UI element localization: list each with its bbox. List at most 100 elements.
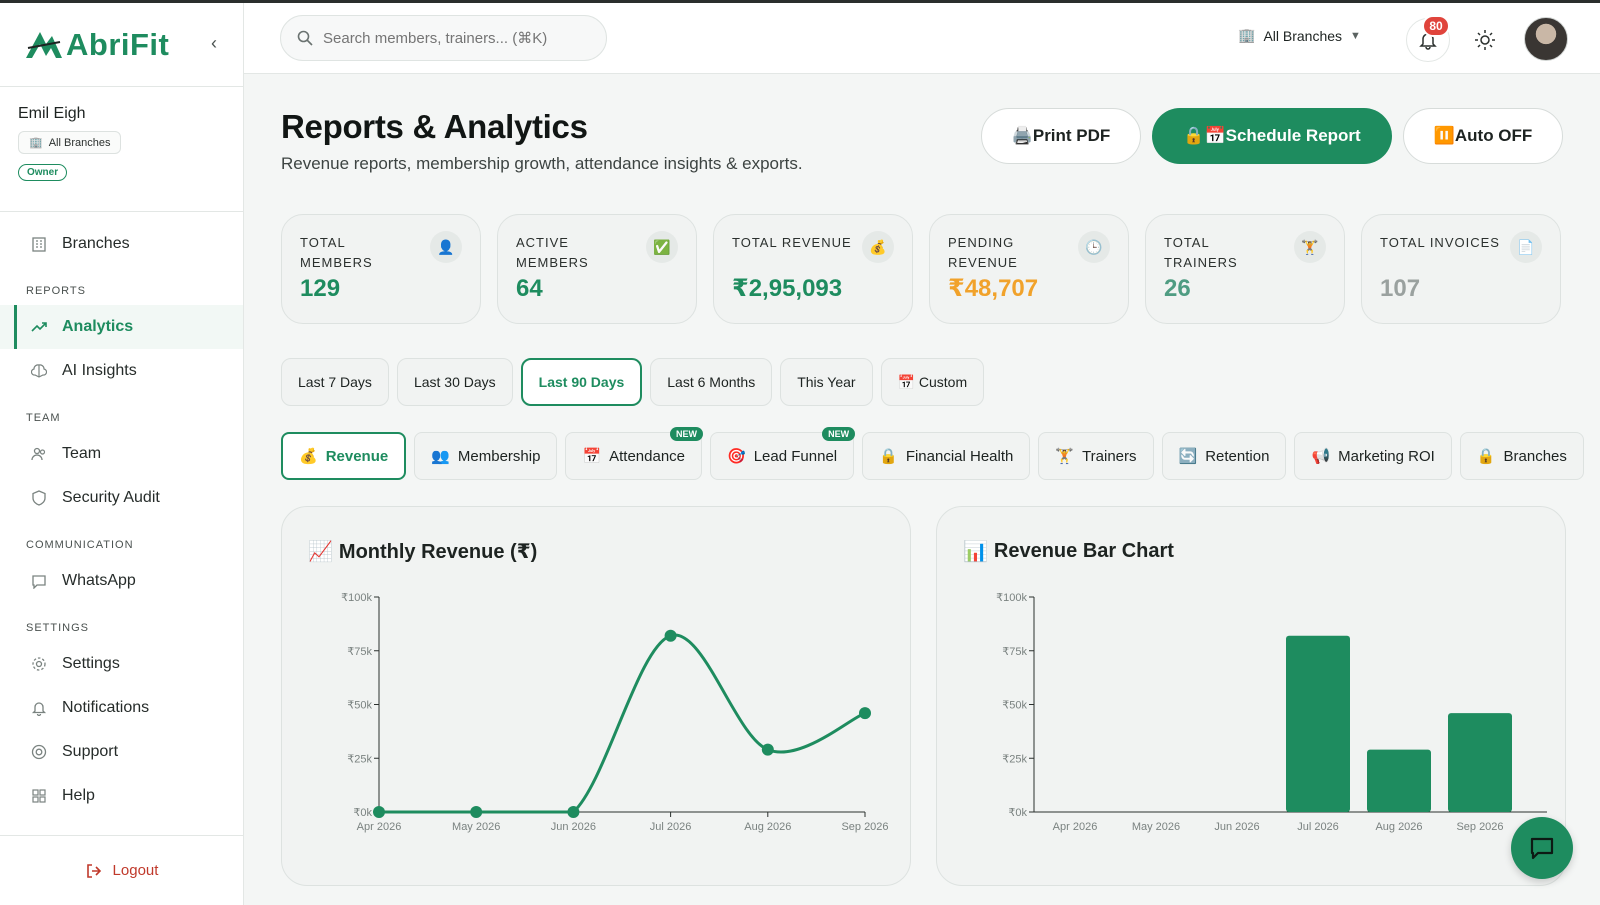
stat-label: TOTAL REVENUE [732,235,852,250]
tab-icon: 🏋️ [1055,448,1075,465]
stat-card-total-members[interactable]: TOTAL MEMBERS 👤 129 [281,214,481,324]
x-tick-label: Apr 2026 [1053,821,1098,833]
sidebar-item-whatsapp[interactable]: WhatsApp [0,559,243,603]
tab-trainers[interactable]: 🏋️ Trainers [1038,432,1154,480]
data-point[interactable] [567,806,580,818]
tab-lead-funnel[interactable]: 🎯 Lead Funnel NEW [710,427,856,480]
sun-icon [1475,30,1495,50]
x-tick-label: Jun 2026 [1214,821,1259,833]
stat-card-total-trainers[interactable]: TOTAL TRAINERS 🏋️ 26 [1145,214,1345,324]
tab-label: Lead Funnel [753,447,838,465]
sidebar-item-analytics[interactable]: Analytics [0,305,243,349]
grid-icon [30,787,48,805]
chat-button[interactable] [1511,817,1573,879]
y-tick-label: ₹50k [347,700,372,712]
sidebar-item-label: Notifications [62,699,150,716]
tab-marketing-roi[interactable]: 📢 Marketing ROI [1294,432,1452,480]
user-name: Emil Eigh [18,105,86,122]
range-last-7-days[interactable]: Last 7 Days [281,358,389,406]
sidebar: AbriFit ‹ Emil Eigh 🏢 All Branches Owner… [0,3,244,905]
stat-icon: 👤 [430,231,462,263]
sidebar-item-team[interactable]: Team [0,432,243,476]
date-range-filters: Last 7 Days Last 30 Days Last 90 Days Last … [281,358,985,406]
brand[interactable]: AbriFit ‹ [0,3,243,87]
tab-branches[interactable]: 🔒 Branches [1459,432,1584,480]
stat-value: 129 [300,275,341,302]
data-point[interactable] [664,629,677,642]
tab-revenue[interactable]: 💰 Revenue [281,432,407,480]
revenue-bar[interactable] [1286,635,1350,812]
stat-cards: TOTAL MEMBERS 👤 129 ACTIVE MEMBERS ✅ 64 TOTAL … [281,214,1561,324]
user-branch-chip[interactable]: 🏢 All Branches [18,131,122,154]
schedule-report-button[interactable]: 🔒📅Schedule Report [1152,108,1392,164]
tab-attendance[interactable]: 📅 Attendance NEW [565,427,704,480]
stat-card-pending-revenue[interactable]: PENDING REVENUE 🕒 ₹48,707 [929,214,1129,324]
data-point[interactable] [859,707,871,720]
branch-selector-label: All Branches [1263,27,1343,44]
nav-section-reports: REPORTS [26,285,86,297]
tab-label: Trainers [1082,447,1137,465]
page-title: Reports & Analytics [281,108,588,145]
sidebar-item-label: Branches [62,235,130,252]
sidebar-item-label: AI Insights [62,362,137,379]
tab-label: Membership [457,447,541,465]
stat-icon: 🕒 [1078,231,1110,263]
collapse-sidebar-icon[interactable]: ‹ [211,33,217,53]
stat-card-total-invoices[interactable]: TOTAL INVOICES 📄 107 [1361,214,1561,324]
tab-label: Retention [1205,447,1270,465]
shield-icon [30,489,48,507]
tab-membership[interactable]: 👥 Membership [414,432,558,480]
stat-label: PENDING REVENUE [948,235,1018,270]
branch-selector[interactable]: 🏢 All Branches ▼ [1238,27,1361,44]
bell-icon [30,699,48,717]
data-point[interactable] [373,806,385,818]
revenue-bar[interactable] [1448,713,1512,812]
range-this-year[interactable]: This Year [780,358,873,406]
gear-icon [30,655,48,673]
role-badge: Owner [18,164,68,181]
report-tabs: 💰 Revenue 👥 Membership 📅 Attendance NEW 🎯 Lead F… [281,427,1584,480]
monthly-revenue-title: 📈 Monthly Revenue (₹) [308,539,537,564]
range-last-6-months[interactable]: Last 6 Months [650,358,773,406]
tab-retention[interactable]: 🔄 Retention [1161,432,1287,480]
data-point[interactable] [761,743,774,756]
search-box[interactable] [280,15,607,61]
sidebar-item-branches[interactable]: Branches [0,222,243,266]
auto-toggle-button[interactable]: ⏸️Auto OFF [1403,108,1563,164]
y-tick-label: ₹0k [1008,807,1027,819]
building-icon: 🏢 [1238,27,1256,43]
avatar[interactable] [1524,17,1568,61]
tab-icon: 🔄 [1178,448,1198,465]
user-block: Emil Eigh 🏢 All Branches Owner [0,87,243,212]
new-badge: NEW [822,427,856,441]
revenue-bar-title-text: Revenue Bar Chart [993,540,1174,562]
stat-label: TOTAL INVOICES [1380,235,1500,250]
revenue-bar[interactable] [1367,749,1431,812]
tab-financial-health[interactable]: 🔒 Financial Health [862,432,1031,480]
sidebar-item-label: Settings [62,655,120,672]
sidebar-item-support[interactable]: Support [0,730,243,774]
x-tick-label: Sep 2026 [1456,821,1503,833]
stat-label: ACTIVE MEMBERS [516,235,589,270]
tab-label: Attendance [609,447,686,465]
data-point[interactable] [470,806,483,818]
logout-button[interactable]: Logout [0,835,243,905]
search-input[interactable] [323,29,593,47]
range-last-90-days[interactable]: Last 90 Days [520,358,643,406]
stat-card-active-members[interactable]: ACTIVE MEMBERS ✅ 64 [497,214,697,324]
sidebar-item-security-audit[interactable]: Security Audit [0,476,243,520]
range-custom[interactable]: 📅 Custom [880,358,985,406]
brand-name: AbriFit [66,26,170,62]
sidebar-item-label: Analytics [62,318,134,335]
nav-section-settings: SETTINGS [26,622,90,634]
range-last-30-days[interactable]: Last 30 Days [396,358,513,406]
y-tick-label: ₹50k [1002,700,1027,712]
theme-toggle[interactable] [1470,25,1500,55]
sidebar-item-settings[interactable]: Settings [0,642,243,686]
sidebar-item-help[interactable]: Help [0,774,243,818]
sidebar-item-ai-insights[interactable]: AI Insights [0,349,243,393]
print-pdf-button[interactable]: 🖨️Print PDF [981,108,1141,164]
sidebar-item-notifications[interactable]: Notifications [0,686,243,730]
stat-card-total-revenue[interactable]: TOTAL REVENUE 💰 ₹2,95,093 [713,214,913,324]
tab-icon: 🔒 [1476,448,1496,465]
